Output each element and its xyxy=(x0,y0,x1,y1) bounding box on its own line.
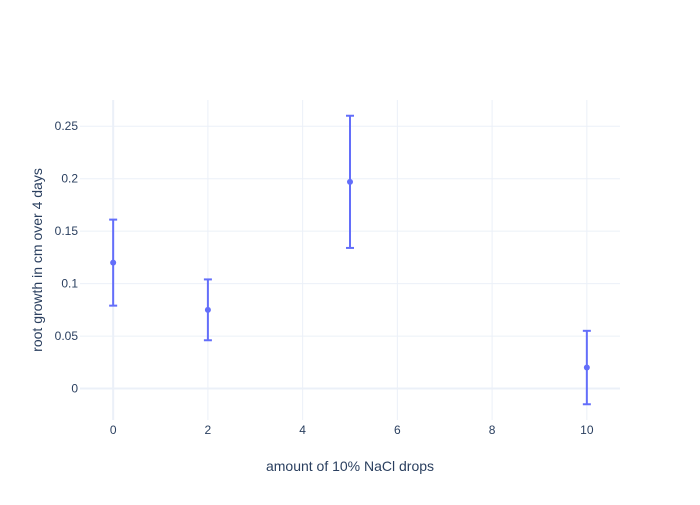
y-axis-title: root growth in cm over 4 days xyxy=(29,168,45,352)
error-bars xyxy=(109,114,591,406)
data-point[interactable] xyxy=(110,259,117,266)
data-point[interactable] xyxy=(583,364,590,371)
y-axis-ticks: 0 0.05 0.1 0.15 0.2 0.25 xyxy=(55,119,79,395)
x-tick-label: 6 xyxy=(394,423,401,437)
y-tick-label: 0.05 xyxy=(55,329,79,343)
data-point[interactable] xyxy=(204,306,211,313)
data-point[interactable] xyxy=(347,178,353,185)
y-tick-label: 0 xyxy=(71,382,78,396)
x-tick-label: 4 xyxy=(299,423,306,437)
y-tick-label: 0.2 xyxy=(61,172,78,186)
x-tick-label: 10 xyxy=(580,423,594,437)
y-tick-label: 0.25 xyxy=(55,119,79,133)
x-tick-label: 8 xyxy=(489,423,496,437)
x-tick-label: 0 xyxy=(110,423,117,437)
data-points xyxy=(110,178,590,371)
x-tick-label: 2 xyxy=(205,423,212,437)
y-tick-label: 0.1 xyxy=(61,277,78,291)
grid xyxy=(80,100,620,420)
y-tick-label: 0.15 xyxy=(55,224,79,238)
x-axis-ticks: 0 2 4 6 8 10 xyxy=(110,423,594,437)
x-axis-title: amount of 10% NaCl drops xyxy=(266,458,434,474)
